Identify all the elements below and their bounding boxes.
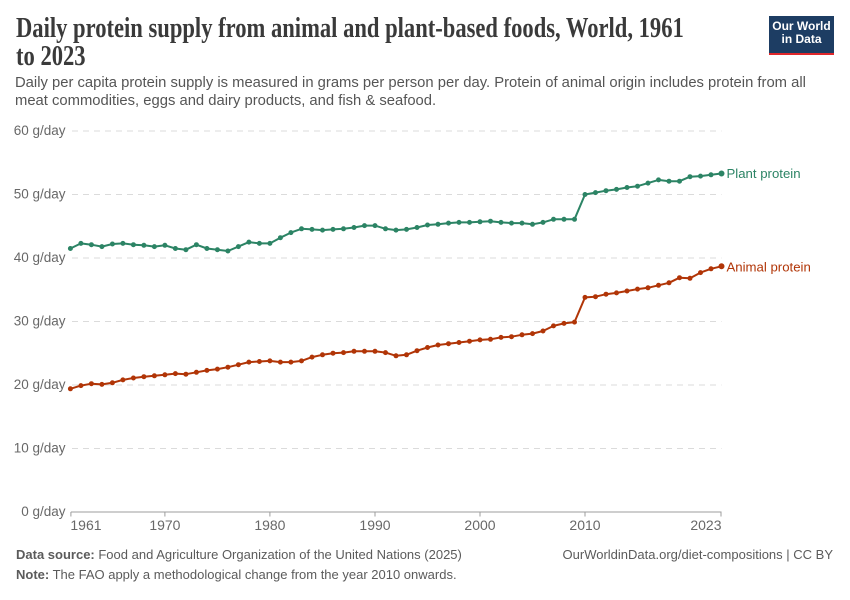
svg-text:2000: 2000 xyxy=(464,517,495,533)
svg-text:10 g/day: 10 g/day xyxy=(14,441,66,456)
svg-text:60 g/day: 60 g/day xyxy=(14,123,66,138)
svg-text:1961: 1961 xyxy=(70,517,101,533)
svg-text:1990: 1990 xyxy=(359,517,390,533)
svg-text:Plant protein: Plant protein xyxy=(727,166,801,181)
svg-text:2023: 2023 xyxy=(690,517,721,533)
svg-text:20 g/day: 20 g/day xyxy=(14,377,66,392)
svg-text:1970: 1970 xyxy=(149,517,180,533)
svg-text:30 g/day: 30 g/day xyxy=(14,314,66,329)
svg-text:2010: 2010 xyxy=(569,517,600,533)
svg-text:0 g/day: 0 g/day xyxy=(21,504,66,519)
svg-text:40 g/day: 40 g/day xyxy=(14,250,66,265)
svg-text:50 g/day: 50 g/day xyxy=(14,187,66,202)
svg-text:1980: 1980 xyxy=(254,517,285,533)
svg-text:Animal protein: Animal protein xyxy=(727,260,811,275)
